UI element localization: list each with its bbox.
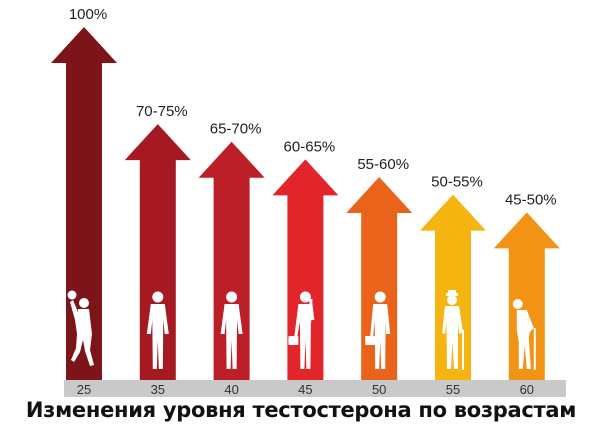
x-tick-label: 35 [151,382,165,397]
x-tick-label: 45 [298,382,312,397]
bar-arrow-55 [420,194,486,380]
testosterone-chart: 100% 25 70-75% 35 65-70% 40 60-65% 45 55-60% 50 50… [51,6,566,397]
x-tick-label: 25 [77,382,91,397]
bar-arrow-45 [272,159,339,380]
value-label: 100% [69,6,107,23]
value-label: 55-60% [357,156,409,173]
value-label: 65-70% [210,121,262,138]
bar-arrow-50 [346,177,413,380]
bar-arrow-35 [124,124,191,380]
x-tick-label: 40 [224,382,238,397]
chart-caption: Изменения уровня тестостерона по возраст… [25,398,577,422]
value-label: 70-75% [136,103,188,120]
x-axis-band [64,380,566,397]
value-label: 50-55% [431,174,483,191]
value-label: 60-65% [284,138,336,155]
chart-marks: 100% 25 70-75% 35 65-70% 40 60-65% 45 55-60% 50 50… [51,6,560,397]
bar-arrow-60 [493,212,560,380]
x-tick-label: 55 [446,382,460,397]
x-tick-label: 50 [372,382,386,397]
x-tick-label: 60 [520,382,534,397]
bar-arrow-25 [51,27,117,380]
value-label: 45-50% [505,191,557,208]
bar-arrow-40 [198,141,265,380]
